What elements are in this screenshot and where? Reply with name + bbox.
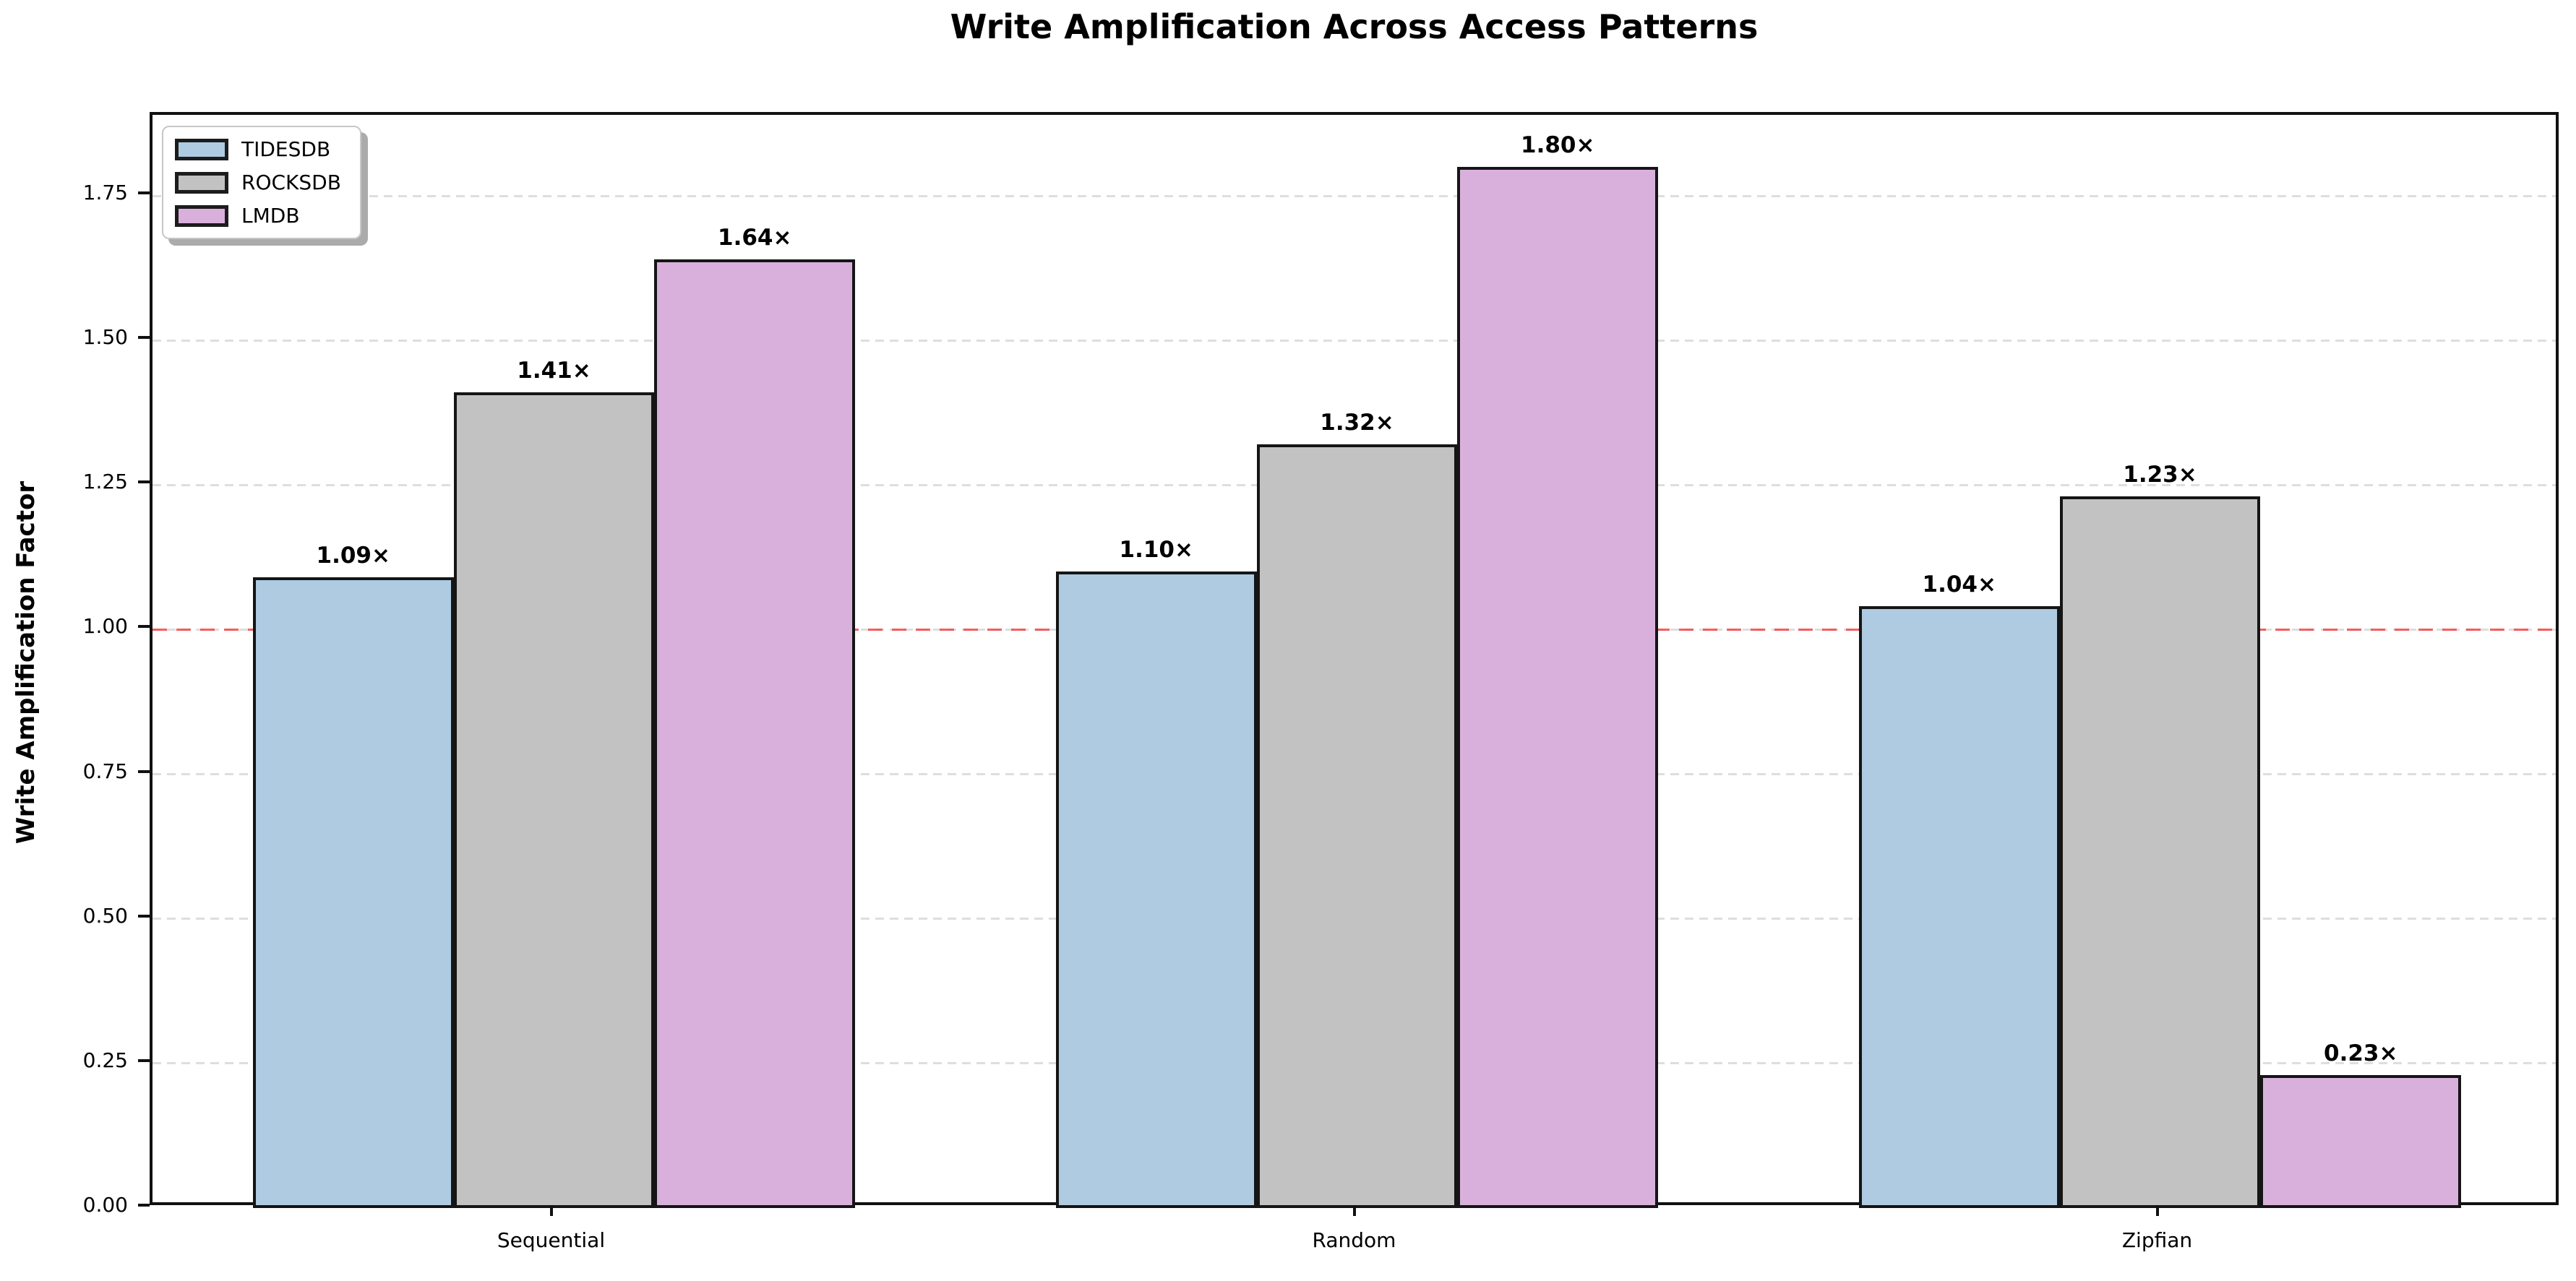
legend-item-rocksdb: ROCKSDB xyxy=(175,171,341,194)
x-tick-label-sequential: Sequential xyxy=(497,1228,606,1252)
legend-swatch-tidesdb xyxy=(175,138,228,160)
legend-label: ROCKSDB xyxy=(241,171,341,194)
y-tick-label: 0.00 xyxy=(82,1193,128,1217)
y-tick-label: 1.00 xyxy=(82,614,128,639)
bar-value-label: 1.23× xyxy=(2123,462,2197,488)
y-tick-mark xyxy=(138,336,150,340)
bar-lmdb-sequential xyxy=(654,259,856,1208)
bar-value-label: 1.80× xyxy=(1521,132,1595,159)
bar-lmdb-zipfian xyxy=(2260,1074,2462,1208)
x-tick-mark xyxy=(1352,1205,1356,1216)
bar-value-label: 1.04× xyxy=(1922,572,1996,598)
legend-item-lmdb: LMDB xyxy=(175,204,341,228)
gridline xyxy=(153,339,2556,342)
legend-label: LMDB xyxy=(241,204,300,228)
y-tick-mark xyxy=(138,1204,150,1207)
y-tick-label: 0.50 xyxy=(82,903,128,928)
chart-title: Write Amplification Across Access Patter… xyxy=(950,7,1759,46)
y-axis-label: Write Amplification Factor xyxy=(12,480,40,845)
bar-lmdb-random xyxy=(1457,167,1659,1208)
y-tick-label: 1.75 xyxy=(82,181,128,205)
bar-value-label: 1.10× xyxy=(1119,537,1193,564)
legend-swatch-rocksdb xyxy=(175,171,228,194)
y-tick-label: 0.75 xyxy=(82,759,128,783)
bar-rocksdb-sequential xyxy=(453,392,655,1208)
bar-value-label: 1.09× xyxy=(316,543,390,569)
y-tick-mark xyxy=(138,480,150,484)
bar-value-label: 1.32× xyxy=(1320,410,1394,436)
x-tick-label-zipfian: Zipfian xyxy=(2121,1228,2193,1252)
y-tick-label: 1.50 xyxy=(82,325,128,350)
y-tick-mark xyxy=(138,914,150,918)
legend-item-tidesdb: TIDESDB xyxy=(175,137,341,161)
plot-area: 1.09× 1.41× 1.64× 1.10× 1.32× 1.80× 1.04× 1.23×… xyxy=(150,112,2559,1208)
y-tick-mark xyxy=(138,769,150,773)
bar-tidesdb-zipfian xyxy=(1858,606,2060,1208)
x-tick-mark xyxy=(549,1205,553,1216)
legend-swatch-lmdb xyxy=(175,204,228,227)
bar-tidesdb-sequential xyxy=(252,577,454,1208)
gridline xyxy=(153,194,2556,197)
y-tick-label: 0.25 xyxy=(82,1048,128,1072)
bar-value-label: 0.23× xyxy=(2324,1040,2398,1066)
bar-tidesdb-random xyxy=(1055,572,1257,1208)
x-tick-label-random: Random xyxy=(1312,1228,1396,1252)
bar-rocksdb-random xyxy=(1256,444,1458,1208)
bar-value-label: 1.64× xyxy=(718,225,792,251)
y-tick-mark xyxy=(138,191,150,195)
bar-value-label: 1.41× xyxy=(517,358,591,384)
legend: TIDESDB ROCKSDB LMDB xyxy=(162,126,361,239)
y-tick-mark xyxy=(138,1058,150,1062)
bar-rocksdb-zipfian xyxy=(2059,496,2261,1208)
y-tick-label: 1.25 xyxy=(82,470,128,494)
legend-label: TIDESDB xyxy=(241,137,331,161)
y-tick-mark xyxy=(138,625,150,629)
x-tick-mark xyxy=(2155,1205,2159,1216)
